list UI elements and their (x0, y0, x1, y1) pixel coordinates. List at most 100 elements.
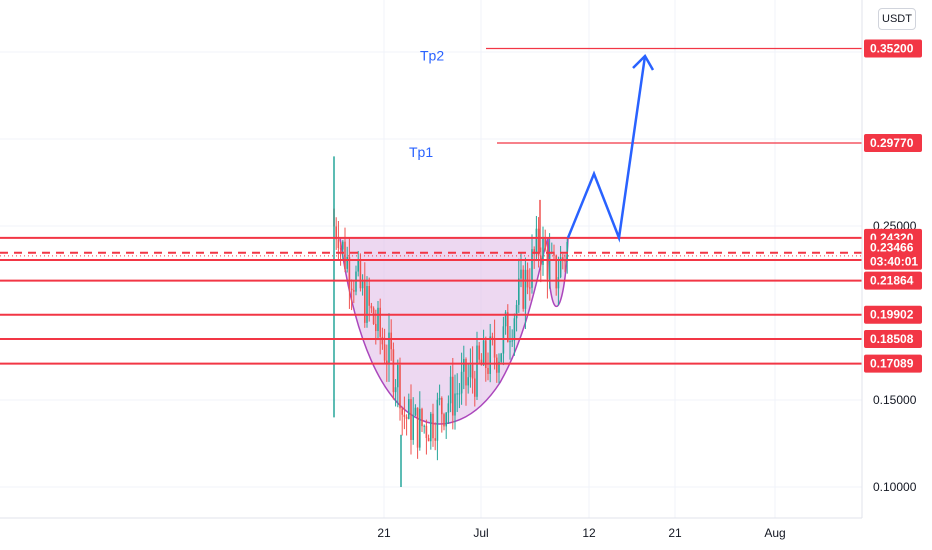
time-tick-label: Aug (764, 526, 785, 540)
candle-body (557, 277, 560, 289)
candle-body (465, 358, 467, 386)
candle-body (496, 357, 498, 373)
candle-body (509, 341, 511, 343)
level-price-tag (864, 39, 922, 58)
candle-body (456, 393, 458, 395)
candle-body (487, 368, 489, 374)
level-price-label: 0.35200 (870, 42, 914, 56)
candle-body (445, 412, 447, 427)
candle-body (348, 256, 351, 289)
candle-body (548, 252, 551, 280)
level-price-tag (864, 271, 922, 290)
projection-path (566, 55, 647, 243)
candle-body (542, 237, 544, 265)
currency-badge[interactable]: USDT (878, 8, 916, 30)
candle-body (485, 340, 487, 369)
candle-body (368, 285, 370, 306)
candle-body (471, 364, 474, 379)
candle-body (419, 408, 421, 448)
candle-body (401, 408, 403, 415)
candle-body (524, 269, 527, 309)
candle-body (511, 340, 513, 342)
candle-body (405, 416, 408, 419)
level-price-label: 0.29770 (870, 136, 914, 150)
candle-body (489, 336, 491, 374)
candle-body (452, 376, 454, 416)
price-axis[interactable]: 0.100000.150000.250000.352000.297700.243… (861, 0, 922, 518)
candle-body (397, 365, 399, 388)
candle-body (359, 260, 362, 289)
candle-body (423, 425, 425, 427)
candle-body (436, 399, 439, 441)
level-price-tag (864, 354, 922, 373)
candle-body (432, 413, 434, 439)
candle-body (344, 241, 346, 269)
candle-body (388, 332, 390, 364)
level-price-label: 0.18508 (870, 332, 914, 346)
candle-body (476, 345, 478, 397)
candle-body (335, 226, 337, 240)
time-tick-label: 21 (377, 526, 391, 540)
candle-body (449, 376, 452, 404)
candle-body (522, 269, 524, 309)
candle-body (531, 249, 533, 288)
candle-body (566, 241, 568, 262)
candle-body (353, 290, 355, 292)
candle-body (394, 387, 397, 393)
time-tick-label: 12 (582, 526, 596, 540)
candle-body (559, 257, 562, 278)
level-price-tag (864, 134, 922, 153)
candle-body (529, 287, 531, 289)
candle-body (546, 249, 549, 280)
candle-body (467, 377, 469, 386)
candles (333, 156, 568, 487)
price-tick-label: 0.10000 (873, 480, 917, 494)
candle-body (416, 407, 419, 448)
candle-body (493, 338, 496, 358)
candle-body (469, 364, 472, 378)
candle-body (434, 438, 436, 441)
candle-body (553, 251, 555, 256)
candle-body (482, 340, 485, 366)
level-price-tag (864, 329, 922, 348)
candle-body (342, 241, 344, 250)
candle-body (454, 393, 456, 416)
candle-body (412, 415, 414, 440)
candle-body (392, 349, 395, 393)
candle-body (562, 257, 564, 260)
countdown-label: 03:40:01 (870, 255, 918, 269)
price-tick-label: 0.15000 (873, 393, 917, 407)
candle-body (346, 256, 348, 269)
candle-body (355, 271, 357, 292)
candle-body (498, 361, 500, 373)
grid (0, 0, 862, 518)
currency-label: USDT (882, 13, 912, 25)
candle-body (555, 255, 557, 289)
candle-body (515, 304, 518, 319)
candle-body (513, 318, 516, 341)
level-price-label: 0.17089 (870, 357, 914, 371)
candle-body (478, 345, 480, 360)
candle-body (460, 371, 463, 394)
target-label: Tp2 (420, 48, 444, 64)
candle-body (366, 285, 368, 323)
targets: Tp2 Tp1 (409, 48, 444, 160)
target-label: Tp1 (409, 144, 433, 160)
candle-body (537, 228, 540, 256)
candle-body (381, 336, 384, 345)
candle-body (372, 308, 375, 324)
candle-body (443, 414, 445, 427)
time-axis[interactable]: 21 Jul 12 21 Aug (0, 517, 862, 540)
candle-body (339, 247, 342, 250)
candle-body (438, 397, 441, 400)
candle-body (357, 260, 359, 272)
candle-body (430, 413, 432, 442)
level-price-label: 0.19902 (870, 308, 914, 322)
candle-body (480, 359, 483, 366)
last-price-tag (864, 239, 922, 270)
candle-body (425, 425, 428, 439)
level-price-tag (864, 305, 922, 324)
candle-body (383, 344, 386, 361)
